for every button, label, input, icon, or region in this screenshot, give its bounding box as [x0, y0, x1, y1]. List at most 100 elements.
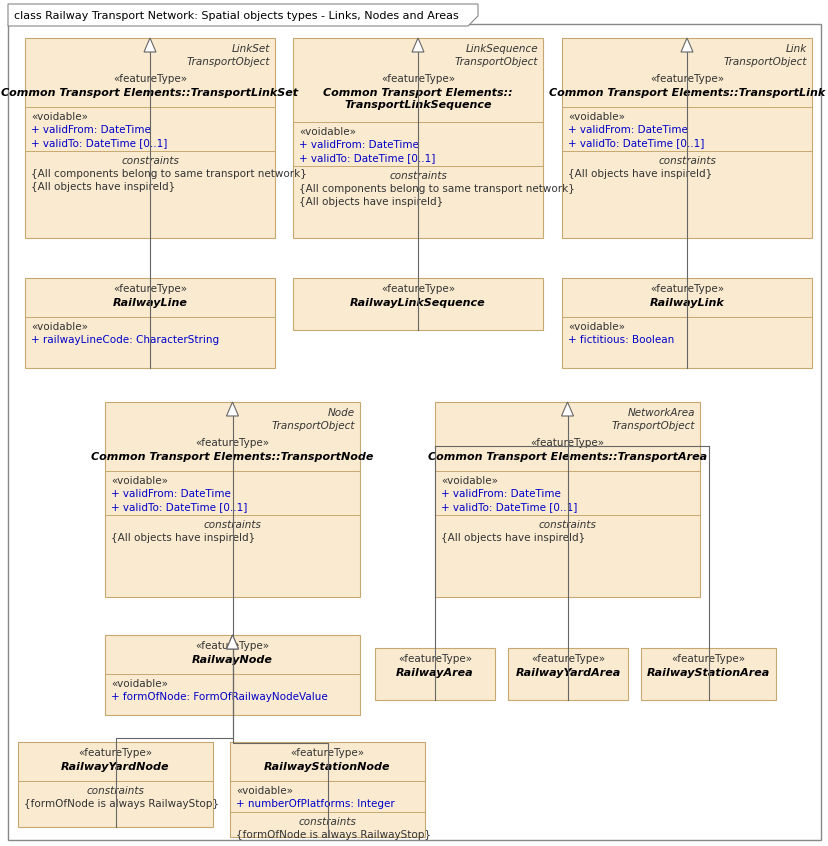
- Text: «voidable»: «voidable»: [440, 476, 498, 486]
- Text: «featureType»: «featureType»: [649, 74, 723, 84]
- Text: Node: Node: [328, 408, 354, 418]
- Bar: [374, 648, 494, 700]
- Text: TransportObject: TransportObject: [454, 57, 537, 67]
- Text: LinkSequence: LinkSequence: [465, 44, 537, 54]
- Text: «featureType»: «featureType»: [195, 438, 269, 448]
- Text: Common Transport Elements::
TransportLinkSequence: Common Transport Elements:: TransportLin…: [323, 88, 513, 110]
- Polygon shape: [144, 38, 156, 52]
- Text: «featureType»: «featureType»: [113, 74, 187, 84]
- Text: Common Transport Elements::TransportLink: Common Transport Elements::TransportLink: [548, 88, 824, 98]
- Bar: [435, 402, 699, 597]
- Text: {All objects have inspireId}: {All objects have inspireId}: [299, 197, 443, 207]
- Text: constraints: constraints: [298, 817, 356, 827]
- Text: «featureType»: «featureType»: [381, 284, 455, 294]
- Polygon shape: [226, 635, 238, 649]
- Text: «voidable»: «voidable»: [111, 679, 168, 689]
- Text: RailwayStationNode: RailwayStationNode: [264, 762, 390, 772]
- Text: RailwayYardArea: RailwayYardArea: [515, 668, 620, 678]
- Text: Common Transport Elements::TransportArea: Common Transport Elements::TransportArea: [427, 452, 706, 462]
- Text: + validFrom: DateTime: + validFrom: DateTime: [440, 489, 561, 499]
- Text: + railwayLineCode: CharacterString: + railwayLineCode: CharacterString: [31, 335, 219, 345]
- Text: NetworkArea: NetworkArea: [627, 408, 694, 418]
- Polygon shape: [226, 635, 238, 649]
- Text: «featureType»: «featureType»: [530, 654, 604, 664]
- Text: RailwayLink: RailwayLink: [649, 298, 724, 308]
- Text: constraints: constraints: [388, 171, 446, 181]
- Text: + validFrom: DateTime: + validFrom: DateTime: [299, 140, 418, 150]
- Bar: [229, 742, 425, 837]
- Text: «voidable»: «voidable»: [236, 786, 292, 796]
- Text: constraints: constraints: [86, 786, 144, 796]
- Text: {All objects have inspireId}: {All objects have inspireId}: [440, 533, 585, 543]
- Text: constraints: constraints: [204, 520, 261, 530]
- Text: RailwayLinkSequence: RailwayLinkSequence: [349, 298, 485, 308]
- Text: {formOfNode is always RailwayStop}: {formOfNode is always RailwayStop}: [24, 799, 219, 809]
- Text: «voidable»: «voidable»: [111, 476, 168, 486]
- Text: + validTo: DateTime [0..1]: + validTo: DateTime [0..1]: [440, 502, 576, 512]
- Bar: [105, 635, 359, 715]
- Text: constraints: constraints: [657, 156, 715, 166]
- Text: constraints: constraints: [121, 156, 179, 166]
- Bar: [105, 402, 359, 597]
- Bar: [25, 38, 275, 238]
- Text: + validFrom: DateTime: + validFrom: DateTime: [111, 489, 230, 499]
- Text: Common Transport Elements::TransportLinkSet: Common Transport Elements::TransportLink…: [2, 88, 298, 98]
- Bar: [25, 278, 275, 368]
- Text: «featureType»: «featureType»: [397, 654, 471, 664]
- Text: {All objects have inspireId}: {All objects have inspireId}: [567, 169, 711, 179]
- Text: RailwayNode: RailwayNode: [192, 655, 272, 665]
- Text: class Railway Transport Network: Spatial objects types - Links, Nodes and Areas: class Railway Transport Network: Spatial…: [14, 11, 458, 21]
- Text: «featureType»: «featureType»: [381, 74, 455, 84]
- Bar: [292, 278, 542, 330]
- Text: + fictitious: Boolean: + fictitious: Boolean: [567, 335, 673, 345]
- Bar: [561, 38, 811, 238]
- Text: «featureType»: «featureType»: [113, 284, 187, 294]
- Text: + validTo: DateTime [0..1]: + validTo: DateTime [0..1]: [299, 153, 435, 163]
- Text: + formOfNode: FormOfRailwayNodeValue: + formOfNode: FormOfRailwayNodeValue: [111, 692, 327, 702]
- Text: {All objects have inspireId}: {All objects have inspireId}: [111, 533, 255, 543]
- Text: LinkSet: LinkSet: [231, 44, 270, 54]
- Text: Common Transport Elements::TransportNode: Common Transport Elements::TransportNode: [91, 452, 373, 462]
- Text: RailwayStationArea: RailwayStationArea: [646, 668, 769, 678]
- Text: «featureType»: «featureType»: [79, 748, 152, 758]
- Bar: [561, 278, 811, 368]
- Text: constraints: constraints: [538, 520, 595, 530]
- Text: Link: Link: [785, 44, 806, 54]
- Text: RailwayArea: RailwayArea: [396, 668, 474, 678]
- Text: {All components belong to same transport network}: {All components belong to same transport…: [299, 184, 574, 194]
- Bar: [508, 648, 628, 700]
- Text: {formOfNode is always RailwayStop}: {formOfNode is always RailwayStop}: [236, 830, 431, 840]
- Text: «voidable»: «voidable»: [567, 112, 624, 122]
- Text: + validTo: DateTime [0..1]: + validTo: DateTime [0..1]: [111, 502, 247, 512]
- Polygon shape: [680, 38, 692, 52]
- Text: + numberOfPlatforms: Integer: + numberOfPlatforms: Integer: [236, 799, 394, 809]
- Text: «voidable»: «voidable»: [31, 112, 88, 122]
- Text: + validTo: DateTime [0..1]: + validTo: DateTime [0..1]: [567, 138, 704, 148]
- Bar: [640, 648, 775, 700]
- Text: «featureType»: «featureType»: [671, 654, 744, 664]
- Polygon shape: [226, 402, 238, 416]
- Text: «voidable»: «voidable»: [299, 127, 355, 137]
- Text: + validTo: DateTime [0..1]: + validTo: DateTime [0..1]: [31, 138, 167, 148]
- Text: TransportObject: TransportObject: [723, 57, 806, 67]
- Text: RailwayYardNode: RailwayYardNode: [61, 762, 170, 772]
- Text: {All components belong to same transport network}: {All components belong to same transport…: [31, 169, 306, 179]
- Text: RailwayLine: RailwayLine: [113, 298, 187, 308]
- Text: TransportObject: TransportObject: [186, 57, 270, 67]
- Text: «featureType»: «featureType»: [530, 438, 604, 448]
- Text: «featureType»: «featureType»: [195, 641, 269, 651]
- Text: «voidable»: «voidable»: [567, 322, 624, 332]
- Text: + validFrom: DateTime: + validFrom: DateTime: [31, 125, 151, 135]
- Polygon shape: [412, 38, 423, 52]
- Text: + validFrom: DateTime: + validFrom: DateTime: [567, 125, 687, 135]
- Polygon shape: [8, 4, 478, 26]
- Bar: [292, 38, 542, 238]
- Text: «featureType»: «featureType»: [649, 284, 723, 294]
- Bar: [18, 742, 213, 827]
- Text: «voidable»: «voidable»: [31, 322, 88, 332]
- Polygon shape: [561, 402, 573, 416]
- Text: {All objects have inspireId}: {All objects have inspireId}: [31, 182, 175, 192]
- Text: TransportObject: TransportObject: [272, 421, 354, 431]
- Text: «featureType»: «featureType»: [290, 748, 364, 758]
- Text: TransportObject: TransportObject: [611, 421, 694, 431]
